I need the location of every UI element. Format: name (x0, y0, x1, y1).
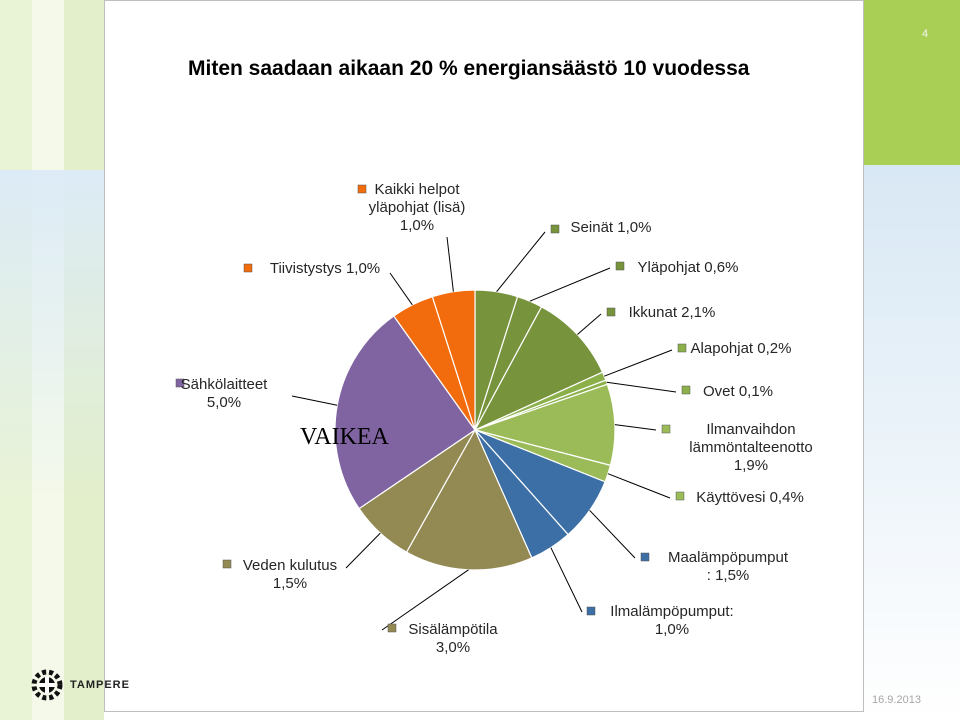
pie-slices (334, 289, 616, 571)
background-green-block (864, 0, 960, 165)
data-labels: Seinät 1,0% Yläpohjat 0,6% Ikkunat 2,1% Ala… (175, 181, 813, 656)
leader-line (446, 236, 454, 292)
data-label: Yläpohjat 0,6% (638, 259, 739, 276)
data-label: Alapohjat 0,2% (691, 340, 792, 357)
chart-title: Miten saadaan aikaan 20 % energiansäästö… (188, 57, 750, 80)
pie-slice (334, 315, 476, 510)
background-blue-block (864, 165, 960, 720)
leader-line (614, 424, 657, 431)
logo-text: TAMPERE (70, 679, 130, 691)
legend-marker (606, 307, 616, 317)
data-label: Ilmalämpöpumput: 1,0% (610, 603, 733, 638)
legend-marker (681, 385, 691, 395)
legend-marker (357, 184, 367, 194)
leader-line (291, 395, 338, 406)
leader-lines (291, 231, 677, 631)
data-label: Ilmanvaihdon lämmöntalteenotto 1,9% (689, 421, 812, 474)
leader-line (389, 272, 413, 306)
legend-marker (661, 424, 671, 434)
legend-marker (550, 224, 560, 234)
data-label: Ikkunat 2,1% (629, 304, 716, 321)
data-label: Kaikki helpot yläpohjat (lisä) 1,0% (369, 181, 466, 234)
leader-line (529, 267, 611, 302)
legend-marker (387, 623, 397, 633)
leader-line (606, 381, 677, 393)
data-label: Veden kulutus 1,5% (243, 557, 337, 592)
university-logo (31, 669, 63, 701)
pie-slice (473, 306, 604, 432)
legend-marker (675, 491, 685, 501)
legend-marker (175, 378, 185, 388)
leader-line (381, 569, 469, 631)
leader-line (345, 532, 381, 569)
slide-date: 16.9.2013 (872, 694, 921, 706)
data-label: Tiivistystys 1,0% (270, 260, 380, 277)
legend-marker (586, 606, 596, 616)
data-label: Sähkölaitteet 5,0% (181, 376, 269, 411)
chart-annotation: VAIKEA (300, 424, 390, 450)
data-label: Seinät 1,0% (571, 219, 652, 236)
slide-number: 4 (922, 28, 929, 40)
legend-marker (677, 343, 687, 353)
legend-marker (640, 552, 650, 562)
data-label: Käyttövesi 0,4% (696, 489, 804, 506)
leader-line (589, 509, 636, 559)
background-left-blue (0, 170, 104, 500)
legend-marker (615, 261, 625, 271)
leader-line (496, 231, 546, 293)
leader-line (607, 473, 671, 499)
legend-marker (222, 559, 232, 569)
pie-slice (472, 383, 616, 467)
leader-line (577, 313, 602, 335)
leader-line (604, 349, 673, 377)
leader-line (550, 547, 583, 613)
pie-slice (431, 289, 476, 431)
data-label: Sisälämpötila 3,0% (408, 621, 498, 656)
legend-marker (243, 263, 253, 273)
data-label: Maalämpöpumput: 1,5% (668, 549, 789, 584)
data-label: Ovet 0,1% (703, 383, 773, 400)
